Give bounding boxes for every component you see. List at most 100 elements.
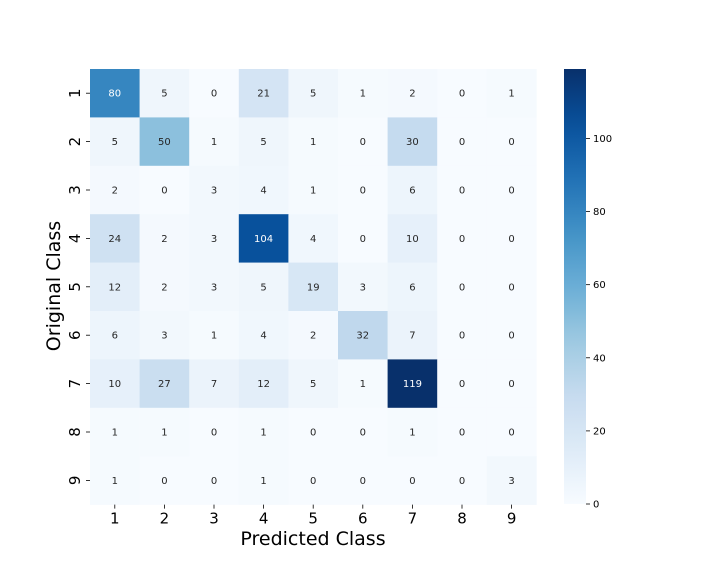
heatmap-cell-r3-c7 — [387, 165, 438, 215]
heatmap-cell-r2-c1 — [90, 117, 140, 167]
heatmap-cell-r1-c7 — [387, 69, 438, 118]
heatmap-cell-r3-c4 — [238, 165, 289, 215]
cell-value-r9-c2: 0 — [161, 476, 167, 487]
heatmap-cell-r7-c6 — [338, 359, 388, 409]
x-tick-labels: 1 2 3 4 5 6 7 8 9 — [110, 504, 516, 528]
cell-value-r3-c5: 1 — [310, 186, 316, 197]
cell-value-r1-c3: 0 — [211, 89, 217, 100]
cell-value-r7-c1: 10 — [108, 379, 121, 390]
cell-value-r8-c9: 0 — [508, 428, 514, 439]
cell-value-r7-c5: 5 — [310, 379, 316, 390]
heatmap-cell-r4-c2 — [139, 214, 190, 263]
heatmap-cell-r4-c9 — [486, 214, 537, 263]
cell-value-r4-c5: 4 — [310, 234, 316, 245]
heatmap-cell-r9-c3 — [189, 456, 240, 505]
y-tick-label-7: 7 — [66, 379, 84, 389]
cell-value-r5-c9: 0 — [508, 282, 514, 293]
y-axis-title: Original Class — [43, 221, 65, 351]
colorbar-tick-label-40: 40 — [593, 353, 606, 364]
heatmap-cell-r5-c7 — [387, 262, 438, 312]
heatmap-cell-r8-c5 — [288, 407, 339, 457]
cell-value-r9-c6: 0 — [360, 476, 366, 487]
heatmap-cell-r8-c3 — [189, 407, 240, 457]
cell-value-r4-c9: 0 — [508, 234, 514, 245]
y-tick-label-2: 2 — [66, 137, 84, 147]
cell-value-r4-c8: 0 — [459, 234, 465, 245]
heatmap-cell-r7-c1 — [90, 359, 140, 409]
cell-value-r3-c4: 4 — [260, 186, 266, 197]
cell-value-r5-c2: 2 — [161, 282, 167, 293]
heatmap-cell-r5-c5 — [288, 262, 339, 312]
cell-value-r6-c1: 6 — [112, 331, 118, 342]
cell-value-r1-c8: 0 — [459, 89, 465, 100]
heatmap-cell-r6-c9 — [486, 311, 537, 360]
y-tick-label-8: 8 — [66, 427, 84, 437]
cell-value-r2-c6: 0 — [360, 137, 366, 148]
heatmap-cell-r3-c6 — [338, 165, 388, 215]
cell-value-r4-c4: 104 — [254, 234, 273, 245]
cell-value-r5-c4: 5 — [260, 282, 266, 293]
heatmap-cell-r7-c7 — [387, 359, 438, 409]
cell-value-r6-c9: 0 — [508, 331, 514, 342]
colorbar-tick-label-0: 0 — [593, 500, 599, 511]
heatmap-cell-r9-c4 — [238, 456, 289, 505]
heatmap-cell-r1-c4 — [238, 69, 289, 118]
heatmap-cell-r4-c7 — [387, 214, 438, 263]
heatmap-cell-r1-c5 — [288, 69, 339, 118]
cell-value-r1-c7: 2 — [409, 89, 415, 100]
cell-value-r4-c2: 2 — [161, 234, 167, 245]
heatmap-cell-r2-c3 — [189, 117, 240, 167]
heatmap-cell-r8-c8 — [437, 407, 488, 457]
cell-value-r7-c7: 119 — [403, 379, 422, 390]
colorbar-gradient — [564, 69, 586, 504]
cell-value-r2-c8: 0 — [459, 137, 465, 148]
heatmap-cell-r3-c2 — [139, 165, 190, 215]
heatmap-cell-r2-c6 — [338, 117, 388, 167]
y-tick-label-3: 3 — [66, 185, 84, 195]
cell-value-r2-c9: 0 — [508, 137, 514, 148]
heatmap-cell-r3-c1 — [90, 165, 140, 215]
x-tick-label-8: 8 — [457, 510, 467, 528]
cell-value-r2-c5: 1 — [310, 137, 316, 148]
x-tick-label-2: 2 — [160, 510, 170, 528]
heatmap-cell-r5-c2 — [139, 262, 190, 312]
colorbar-tick-label-60: 60 — [593, 280, 606, 291]
x-tick-label-6: 6 — [358, 510, 368, 528]
y-tick-labels: 1 2 3 4 5 6 7 8 9 — [66, 88, 90, 485]
cell-value-r3-c8: 0 — [459, 186, 465, 197]
heatmap-cell-r8-c7 — [387, 407, 438, 457]
colorbar: 0 20 40 60 80 100 — [564, 69, 612, 511]
cell-value-r8-c6: 0 — [360, 428, 366, 439]
cell-value-r9-c5: 0 — [310, 476, 316, 487]
heatmap-cell-r6-c1 — [90, 311, 140, 360]
heatmap-cell-r9-c2 — [139, 456, 190, 505]
cell-value-r2-c1: 5 — [112, 137, 118, 148]
heatmap-cell-r9-c7 — [387, 456, 438, 505]
cell-value-r5-c7: 6 — [409, 282, 415, 293]
cell-value-r3-c3: 3 — [211, 186, 217, 197]
heatmap-cell-r5-c9 — [486, 262, 537, 312]
heatmap-cell-r4-c1 — [90, 214, 140, 263]
heatmap-cell-r9-c8 — [437, 456, 488, 505]
cell-value-r6-c5: 2 — [310, 331, 316, 342]
y-tick-label-6: 6 — [66, 330, 84, 340]
heatmap-cell-r1-c3 — [189, 69, 240, 118]
cell-value-r4-c3: 3 — [211, 234, 217, 245]
y-tick-label-9: 9 — [66, 476, 84, 486]
heatmap-cell-r3-c8 — [437, 165, 488, 215]
cell-value-r5-c1: 12 — [108, 282, 121, 293]
cell-value-r6-c4: 4 — [260, 331, 266, 342]
x-axis-title: Predicted Class — [240, 528, 385, 550]
heatmap-cell-r8-c1 — [90, 407, 140, 457]
heatmap-cell-r7-c5 — [288, 359, 339, 409]
heatmap-cell-r8-c6 — [338, 407, 388, 457]
cell-value-r3-c1: 2 — [112, 186, 118, 197]
cell-value-r9-c1: 1 — [112, 476, 118, 487]
heatmap-cell-r1-c9 — [486, 69, 537, 118]
heatmap-cell-r3-c5 — [288, 165, 339, 215]
cell-value-r1-c6: 1 — [360, 89, 366, 100]
cell-value-r8-c8: 0 — [459, 428, 465, 439]
heatmap-cell-r6-c2 — [139, 311, 190, 360]
cell-value-r4-c7: 10 — [406, 234, 419, 245]
